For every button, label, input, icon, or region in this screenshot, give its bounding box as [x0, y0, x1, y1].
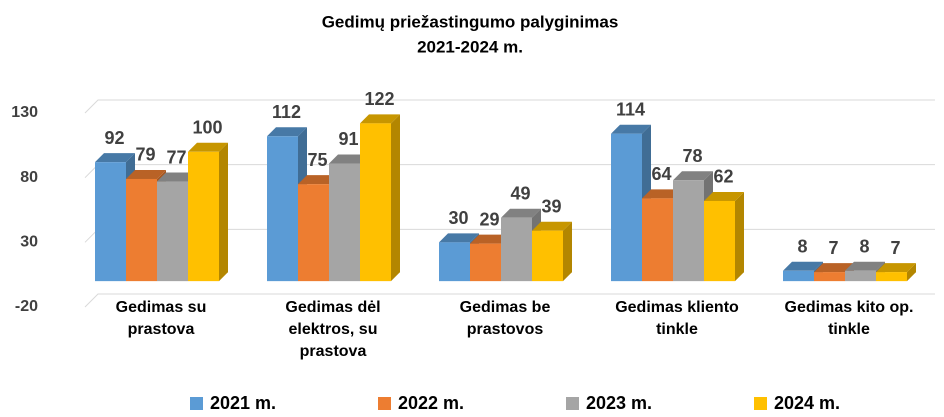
grid-line: [84, 293, 935, 308]
bar-front: [157, 181, 188, 282]
data-label: 39: [541, 196, 561, 216]
y-tick-label: 30: [20, 234, 38, 251]
bar-top: [360, 114, 400, 124]
data-label: 79: [135, 145, 155, 165]
data-label: 64: [651, 164, 671, 184]
bar: [188, 142, 228, 282]
bar-front: [439, 242, 470, 282]
bar: [876, 263, 916, 282]
bar-top: [126, 169, 166, 179]
x-tick-label: Gedimas be prastovos: [459, 299, 551, 338]
bar: [704, 191, 744, 282]
bar-front: [704, 200, 735, 282]
grid-line: [84, 99, 935, 114]
bar-top: [501, 208, 541, 218]
data-label: 30: [448, 208, 468, 228]
data-label: 114: [616, 99, 645, 119]
chart-title: Gedimų priežastingumo palyginimas: [322, 12, 619, 31]
bar-top: [783, 261, 823, 271]
bar-front: [501, 217, 532, 282]
data-label: 91: [338, 129, 358, 149]
data-label: 7: [828, 238, 838, 258]
x-tick-label: Gedimas dėl elektros, su prastova: [285, 299, 381, 360]
bar-side: [219, 142, 228, 282]
bar-front: [95, 162, 126, 282]
bar-front: [673, 180, 704, 282]
bar-side: [735, 191, 744, 282]
data-label: 122: [364, 89, 394, 109]
bar-top: [814, 263, 854, 273]
bar-front: [783, 270, 814, 282]
bar-front: [470, 243, 501, 282]
x-tick-label: Gedimas kito op. tinkle: [784, 299, 914, 338]
bar-top: [267, 127, 307, 137]
legend-label: 2022 m.: [398, 393, 464, 413]
bar-top: [532, 221, 572, 231]
bar-front: [876, 272, 907, 282]
bar-front: [611, 133, 642, 282]
data-label: 7: [890, 238, 900, 258]
bar-top: [298, 175, 338, 185]
data-label: 78: [682, 146, 702, 166]
bar-front: [360, 123, 391, 282]
bar-side: [563, 221, 572, 282]
legend-label: 2024 m.: [774, 393, 840, 413]
bar-top: [95, 153, 135, 163]
bar-top: [470, 234, 510, 244]
bar-top: [704, 191, 744, 201]
data-label: 100: [192, 118, 222, 138]
bar-front: [126, 178, 157, 282]
bar-top: [642, 189, 682, 199]
x-tick-label: Gedimas su prastova: [115, 299, 207, 338]
y-tick-label: 80: [20, 169, 38, 186]
bar-top: [439, 233, 479, 243]
bar: [532, 221, 572, 282]
y-tick-label: -20: [15, 298, 38, 315]
bar-front: [298, 184, 329, 282]
chart-subtitle: 2021-2024 m.: [417, 37, 523, 56]
legend-swatch: [566, 397, 579, 410]
data-label: 75: [307, 150, 327, 170]
bar: [360, 114, 400, 282]
data-label: 112: [272, 102, 301, 122]
bar-top: [329, 154, 369, 164]
data-label: 77: [166, 147, 186, 167]
legend-label: 2021 m.: [210, 393, 276, 413]
data-label: 8: [797, 237, 807, 257]
data-label: 49: [510, 184, 530, 204]
legend-swatch: [378, 397, 391, 410]
legend-swatch: [754, 397, 767, 410]
bar-front: [845, 270, 876, 282]
data-label: 29: [479, 209, 499, 229]
bar-top: [876, 263, 916, 273]
bar-front: [267, 136, 298, 282]
bar-front: [532, 230, 563, 282]
bar-front: [188, 151, 219, 282]
bar-top: [157, 172, 197, 182]
x-tick-label: Gedimas kliento tinkle: [615, 299, 739, 338]
y-tick-label: 130: [11, 104, 38, 121]
bar-front: [642, 198, 673, 282]
bar-front: [814, 272, 845, 282]
bar-front: [329, 163, 360, 282]
legend-label: 2023 m.: [586, 393, 652, 413]
bar-top: [845, 261, 885, 271]
bar-top: [673, 171, 713, 181]
data-label: 8: [859, 237, 869, 257]
bar-top: [188, 142, 228, 152]
data-label: 62: [713, 167, 733, 187]
legend-swatch: [190, 397, 203, 410]
data-label: 92: [104, 128, 124, 148]
bar-side: [907, 263, 916, 282]
bar-top: [611, 124, 651, 134]
bar-side: [391, 114, 400, 282]
